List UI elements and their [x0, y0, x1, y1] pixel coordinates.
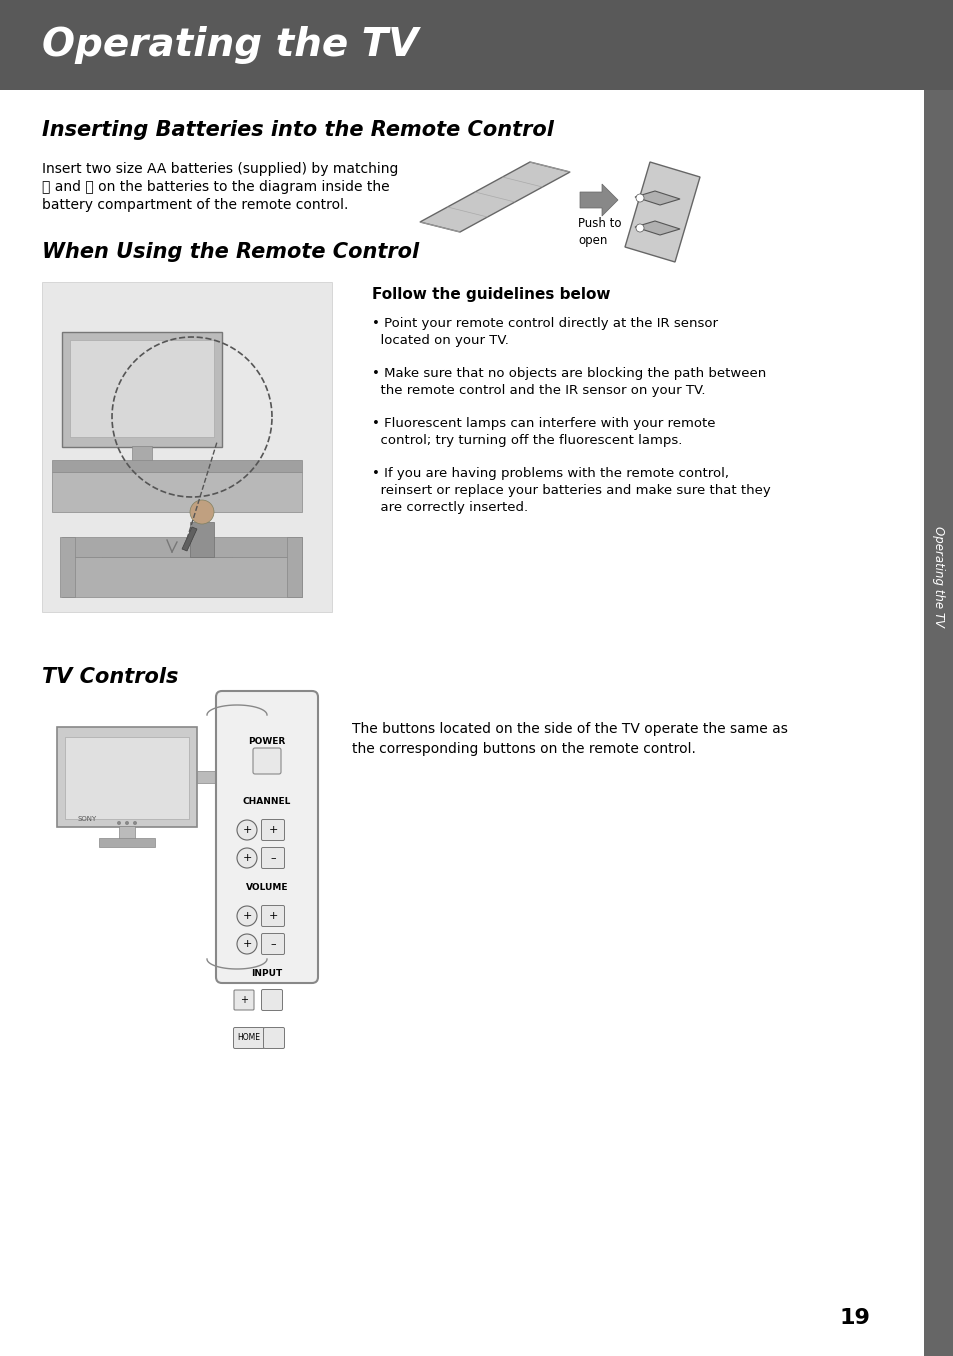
Text: • Make sure that no objects are blocking the path between
  the remote control a: • Make sure that no objects are blocking…	[372, 367, 765, 397]
Bar	[107, 461, 177, 469]
Bar	[112, 559, 120, 587]
Bar	[132, 446, 152, 462]
Circle shape	[236, 934, 256, 955]
Text: +: +	[268, 911, 277, 921]
FancyBboxPatch shape	[215, 692, 317, 983]
Text: When Using the Remote Control: When Using the Remote Control	[42, 241, 418, 262]
Text: –: –	[270, 853, 275, 862]
Bar	[102, 552, 232, 561]
FancyBboxPatch shape	[261, 990, 282, 1010]
Text: +: +	[240, 995, 248, 1005]
Circle shape	[636, 194, 643, 202]
Circle shape	[190, 500, 213, 523]
Polygon shape	[635, 191, 679, 205]
Bar	[62, 332, 222, 447]
Bar	[119, 826, 135, 839]
Circle shape	[236, 848, 256, 868]
Bar	[190, 522, 213, 557]
Bar	[52, 460, 302, 472]
Bar	[42, 282, 332, 612]
Text: SONY: SONY	[77, 816, 96, 822]
FancyBboxPatch shape	[253, 749, 281, 774]
Bar	[62, 557, 302, 597]
Polygon shape	[635, 221, 679, 235]
Bar	[52, 472, 302, 513]
Text: 19: 19	[839, 1309, 869, 1328]
Circle shape	[236, 906, 256, 926]
Text: Inserting Batteries into the Remote Control: Inserting Batteries into the Remote Cont…	[42, 119, 554, 140]
Bar	[57, 727, 196, 827]
Circle shape	[125, 820, 129, 824]
Bar	[70, 340, 213, 437]
Text: TV Controls: TV Controls	[42, 667, 178, 687]
Text: Insert two size AA batteries (supplied) by matching: Insert two size AA batteries (supplied) …	[42, 161, 398, 176]
Bar	[62, 537, 302, 557]
Text: +: +	[242, 853, 252, 862]
Text: Follow the guidelines below: Follow the guidelines below	[372, 287, 610, 302]
FancyBboxPatch shape	[233, 1028, 264, 1048]
Text: VOLUME: VOLUME	[246, 884, 288, 892]
Text: ➕ and ➖ on the batteries to the diagram inside the: ➕ and ➖ on the batteries to the diagram …	[42, 180, 389, 194]
FancyBboxPatch shape	[261, 906, 284, 926]
Text: HOME: HOME	[237, 1033, 260, 1043]
Text: • If you are having problems with the remote control,
  reinsert or replace your: • If you are having problems with the re…	[372, 466, 770, 514]
Text: +: +	[242, 938, 252, 949]
Circle shape	[636, 224, 643, 232]
FancyBboxPatch shape	[261, 933, 284, 955]
Bar	[65, 738, 189, 819]
FancyBboxPatch shape	[261, 819, 284, 841]
Bar	[287, 537, 302, 597]
Text: • Fluorescent lamps can interfere with your remote
  control; try turning off th: • Fluorescent lamps can interfere with y…	[372, 418, 715, 447]
Bar	[0, 0, 953, 89]
Text: battery compartment of the remote control.: battery compartment of the remote contro…	[42, 198, 348, 212]
Bar	[99, 838, 154, 848]
Polygon shape	[419, 161, 569, 232]
Circle shape	[236, 820, 256, 839]
Polygon shape	[182, 527, 196, 551]
Text: CHANNEL: CHANNEL	[243, 797, 291, 807]
Text: Operating the TV: Operating the TV	[931, 526, 944, 626]
FancyBboxPatch shape	[263, 1028, 284, 1048]
Circle shape	[132, 820, 137, 824]
Bar	[60, 537, 75, 597]
Bar	[196, 772, 222, 782]
Text: Push to
open: Push to open	[578, 217, 620, 247]
Text: POWER: POWER	[248, 738, 285, 747]
Text: –: –	[270, 938, 275, 949]
Polygon shape	[624, 161, 700, 262]
FancyBboxPatch shape	[261, 848, 284, 868]
FancyBboxPatch shape	[233, 990, 253, 1010]
Circle shape	[117, 820, 121, 824]
Polygon shape	[579, 184, 618, 216]
Bar	[216, 559, 225, 587]
Text: INPUT: INPUT	[251, 970, 282, 979]
Text: +: +	[268, 824, 277, 835]
Text: Operating the TV: Operating the TV	[42, 26, 418, 64]
Text: The buttons located on the side of the TV operate the same as
the corresponding : The buttons located on the side of the T…	[352, 721, 787, 755]
Text: • Point your remote control directly at the IR sensor
  located on your TV.: • Point your remote control directly at …	[372, 317, 718, 347]
Text: +: +	[242, 911, 252, 921]
Text: +: +	[242, 824, 252, 835]
Bar	[923, 89, 953, 1356]
